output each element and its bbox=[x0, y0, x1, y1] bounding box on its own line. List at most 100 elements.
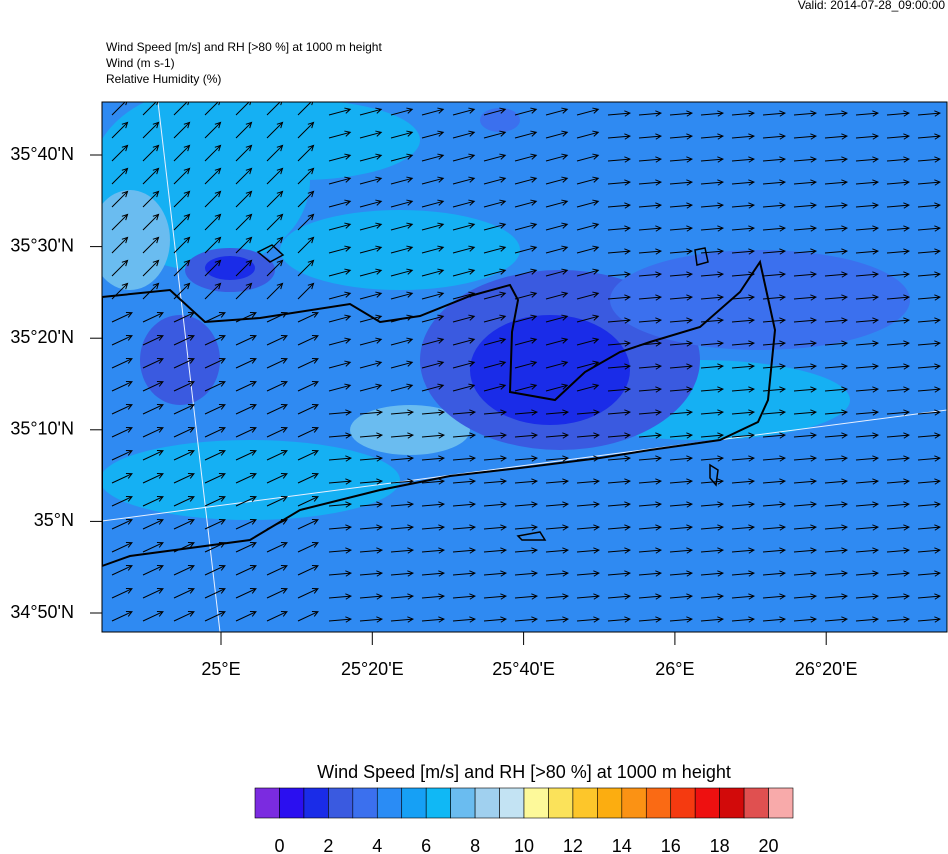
wind-arrow bbox=[669, 225, 694, 232]
wind-arrow bbox=[111, 518, 133, 530]
wind-arrow bbox=[328, 524, 353, 531]
wind-arrow bbox=[607, 363, 632, 370]
wind-arrow bbox=[793, 616, 818, 623]
wind-arrow bbox=[824, 409, 849, 416]
wind-arrow bbox=[173, 236, 191, 254]
wind-arrow bbox=[111, 380, 133, 392]
wind-arrow bbox=[545, 222, 569, 231]
wind-arrow bbox=[824, 432, 849, 439]
wind-arrow bbox=[173, 449, 195, 461]
wind-arrow bbox=[917, 248, 942, 255]
wind-arrow bbox=[142, 144, 160, 162]
wind-arrow bbox=[359, 478, 384, 485]
wind-arrow bbox=[359, 337, 383, 346]
colorbar-box bbox=[474, 787, 500, 819]
wind-arrow bbox=[576, 383, 600, 392]
wind-arrow bbox=[359, 222, 383, 231]
wind-arrow bbox=[390, 501, 415, 508]
wind-arrow bbox=[607, 248, 632, 255]
wind-arrow bbox=[824, 294, 849, 301]
wind-arrow bbox=[111, 190, 129, 208]
wind-arrow bbox=[886, 133, 911, 140]
wind-arrow bbox=[576, 245, 600, 254]
wind-arrow bbox=[452, 337, 476, 346]
wind-arrow bbox=[917, 455, 942, 462]
wind-arrow bbox=[514, 455, 539, 462]
wind-arrow bbox=[173, 403, 195, 415]
wind-arrow bbox=[731, 317, 756, 324]
wind-arrow bbox=[297, 334, 319, 346]
wind-arrow bbox=[917, 133, 942, 140]
wind-arrow bbox=[762, 179, 787, 186]
wind-arrow bbox=[514, 547, 539, 554]
wind-arrow bbox=[142, 495, 164, 507]
wind-arrow bbox=[638, 409, 663, 416]
wind-arrow bbox=[452, 245, 476, 254]
colorbar-label: 6 bbox=[421, 836, 431, 854]
wind-arrow bbox=[421, 291, 445, 300]
wind-arrow bbox=[390, 432, 415, 439]
wind-arrow bbox=[173, 121, 191, 139]
wind-arrow bbox=[607, 455, 632, 462]
wind-arrow bbox=[421, 524, 446, 531]
wind-arrow bbox=[886, 501, 911, 508]
colorbar-box bbox=[254, 787, 280, 819]
wind-arrow bbox=[731, 432, 756, 439]
wind-arrow bbox=[638, 547, 663, 554]
wind-arrow bbox=[514, 360, 538, 369]
colorbar-label: 18 bbox=[710, 836, 730, 854]
wind-arrow bbox=[607, 432, 632, 439]
wind-arrow bbox=[669, 432, 694, 439]
wind-arrow bbox=[824, 317, 849, 324]
wind-arrow bbox=[638, 110, 663, 117]
wind-arrow bbox=[111, 426, 133, 438]
wind-arrow bbox=[700, 386, 725, 393]
wind-arrow bbox=[483, 360, 507, 369]
wind-arrow bbox=[359, 130, 383, 139]
wind-arrow bbox=[824, 271, 849, 278]
wind-arrow bbox=[607, 570, 632, 577]
wind-arrow bbox=[328, 337, 352, 346]
wind-arrow bbox=[793, 524, 818, 531]
wind-arrow bbox=[111, 403, 133, 415]
wind-arrow bbox=[700, 570, 725, 577]
wind-arrow bbox=[328, 547, 353, 554]
wind-arrow bbox=[576, 176, 600, 185]
wind-arrow bbox=[855, 547, 880, 554]
wind-arrow bbox=[793, 225, 818, 232]
wind-arrow bbox=[514, 432, 539, 439]
wind-arrow bbox=[762, 547, 787, 554]
wind-arrow bbox=[700, 225, 725, 232]
wind-arrow bbox=[917, 478, 942, 485]
wind-arrow bbox=[576, 153, 600, 162]
wind-arrow bbox=[545, 432, 570, 439]
wind-arrow bbox=[390, 245, 414, 254]
wind-arrow bbox=[514, 593, 539, 600]
wind-arrow bbox=[607, 478, 632, 485]
wind-arrow bbox=[514, 291, 538, 300]
wind-arrow bbox=[793, 317, 818, 324]
wind-arrow bbox=[204, 282, 222, 300]
wind-arrow bbox=[576, 432, 601, 439]
wind-arrow bbox=[235, 426, 257, 438]
wind-arrow bbox=[111, 259, 129, 277]
wind-arrow bbox=[142, 311, 164, 323]
wind-arrow bbox=[576, 268, 600, 277]
colorbar-box bbox=[694, 787, 720, 819]
wind-arrow bbox=[607, 179, 632, 186]
wind-arrow bbox=[111, 472, 133, 484]
wind-arrow bbox=[793, 455, 818, 462]
wind-arrow bbox=[421, 245, 445, 254]
wind-arrow bbox=[328, 478, 353, 485]
wind-arrow bbox=[638, 294, 663, 301]
wind-arrow bbox=[142, 236, 160, 254]
wind-arrow bbox=[607, 271, 632, 278]
wind-arrow bbox=[111, 495, 133, 507]
colorbar-label: 2 bbox=[323, 836, 333, 854]
wind-arrow bbox=[545, 268, 569, 277]
wind-arrow bbox=[886, 225, 911, 232]
wind-arrow bbox=[111, 449, 133, 461]
wind-arrow bbox=[762, 455, 787, 462]
wind-arrow bbox=[111, 587, 133, 599]
wind-arrow bbox=[731, 363, 756, 370]
